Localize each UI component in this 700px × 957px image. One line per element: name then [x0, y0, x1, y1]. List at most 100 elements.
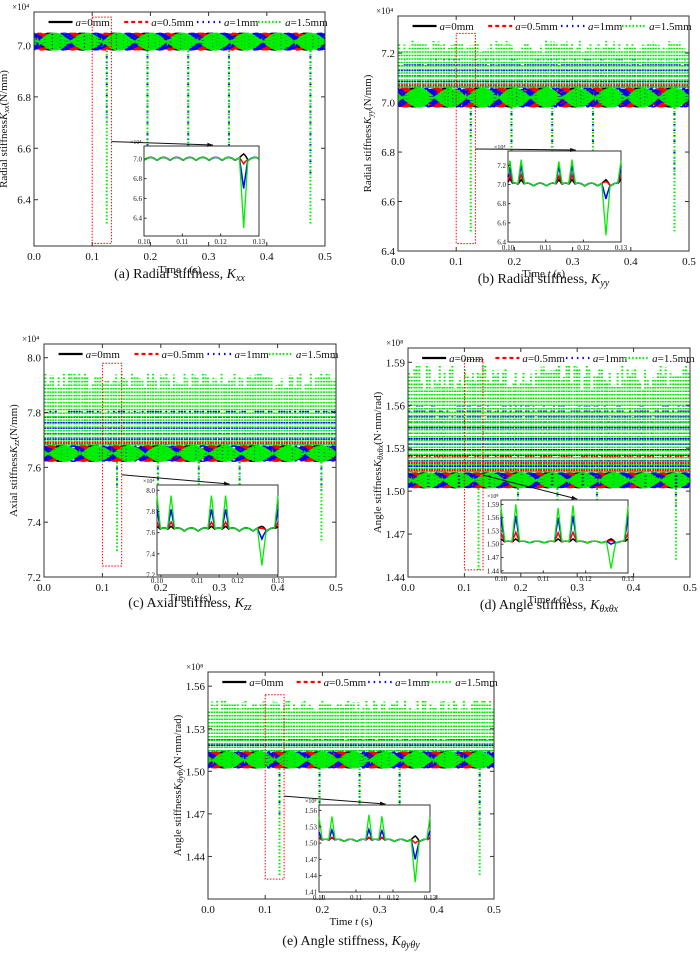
- legend-symbol: a: [151, 17, 157, 29]
- legend-label-a15: a=1.5mm: [285, 17, 328, 29]
- legend-symbol: a: [440, 21, 446, 33]
- x-tick-label: 0.0: [201, 904, 215, 916]
- legend-symbol: a: [652, 353, 658, 365]
- x-tick-label: 0.3: [566, 256, 580, 268]
- inset-series-a15: [318, 814, 431, 883]
- axes-frame: [397, 15, 690, 252]
- legend-value: =0mm: [445, 21, 474, 33]
- legend-symbol: a: [455, 677, 461, 689]
- y-tick-label: 7.8: [27, 408, 41, 420]
- x-tick-label: 0.5: [318, 251, 332, 263]
- x-axis-label: Time t (s): [522, 268, 565, 280]
- legend-symbol: a: [649, 21, 655, 33]
- legend-value: =1mm: [240, 349, 269, 361]
- inset-x-tick-label: 0.13: [272, 577, 285, 585]
- plot-area: [398, 40, 689, 234]
- inset-y-tick-label: 1.41: [305, 889, 318, 897]
- y-axis-label: Radial stiffnessKyy(N/mm): [362, 74, 375, 192]
- inset-y-tick-label: 7.6: [146, 529, 155, 537]
- x-tick-label: 0.0: [37, 582, 51, 594]
- inset-y-tick-label: 6.6: [497, 219, 506, 227]
- x-tick-label: 0.1: [258, 904, 272, 916]
- legend-value: =0.5mm: [157, 17, 195, 29]
- legend-symbol: a: [395, 677, 401, 689]
- x-tick-label: 0.3: [202, 251, 216, 263]
- inset-x-tick-label: 0.12: [577, 244, 590, 252]
- legend-value: =1.5mm: [291, 17, 329, 29]
- subplot-caption: (a) Radial stiffness, Kxx: [114, 267, 245, 284]
- y-tick-label: 7.0: [17, 40, 31, 52]
- legend-symbol: a: [224, 17, 230, 29]
- series-a15: [44, 371, 336, 553]
- y-tick-label: 1.50: [186, 766, 206, 778]
- x-tick-label: 0.1: [96, 582, 110, 594]
- legend-symbol: a: [588, 21, 594, 33]
- zoom-arrow: [475, 148, 576, 151]
- inset-x-tick-label: 0.12: [387, 894, 400, 902]
- y-tick-label: 1.53: [386, 443, 406, 455]
- subplot-caption: (b) Radial stiffness, Kyy: [478, 272, 610, 289]
- y-axis-label: Angle stiffnessKθyθy(N·mm/rad): [172, 714, 185, 856]
- inset-x-tick-label: 0.11: [537, 575, 549, 583]
- legend: a=0mm a=0.5mm a=1mm a=1.5mm: [412, 21, 692, 33]
- y-tick-label: 7.0: [381, 98, 395, 110]
- y-multiplier: ×10⁴: [22, 334, 39, 344]
- legend-label-a1: a=1mm: [395, 677, 430, 689]
- zoom-arrow: [111, 141, 214, 146]
- inset-x-tick-label: 0.13: [622, 575, 635, 583]
- axes-frame: [43, 343, 337, 578]
- x-tick-label: 0.2: [144, 251, 158, 263]
- zoom-arrow: [284, 795, 386, 805]
- legend-symbol: a: [522, 353, 528, 365]
- inset-y-tick-label: 1.50: [305, 840, 318, 848]
- x-tick-label: 0.2: [508, 256, 522, 268]
- inset-d: 0.10 0.11 0.12 0.13 1.44 1.47 1.50 1.53 1.56 1.59…: [487, 494, 635, 583]
- y-tick-label: 7.4: [27, 517, 41, 529]
- legend-value: =0.5mm: [329, 677, 367, 689]
- inset-y-tick-label: 1.59: [487, 501, 500, 509]
- legend-value: =0mm: [81, 17, 110, 29]
- zoom-arrow-head: [379, 801, 386, 806]
- legend-label-a05: a=0.5mm: [151, 17, 194, 29]
- inset-y-tick-label: 1.53: [305, 823, 318, 831]
- zoom-region-box: [264, 694, 285, 880]
- legend-value: =1.5mm: [658, 353, 696, 365]
- inset-y-tick-label: 1.44: [487, 567, 500, 575]
- inset-frame: [156, 484, 279, 576]
- legend-value: =1mm: [401, 677, 430, 689]
- legend: a=0mm a=0.5mm a=1mm a=1.5mm: [58, 349, 339, 361]
- inset-y-tick-label: 1.47: [487, 554, 500, 562]
- legend-label-a0: a=0mm: [86, 349, 121, 361]
- x-tick-label: 0.0: [27, 251, 41, 263]
- x-tick-label: 0.5: [487, 904, 501, 916]
- x-axis-label: Time t (s): [330, 916, 373, 928]
- legend-label-a0: a=0mm: [249, 677, 284, 689]
- inset-y-tick-label: 1.47: [305, 856, 318, 864]
- x-tick-label: 0.4: [430, 904, 444, 916]
- plot-area: [408, 363, 690, 570]
- x-tick-label: 0.1: [458, 582, 472, 594]
- x-tick-label: 0.2: [154, 582, 168, 594]
- x-tick-label: 0.3: [212, 582, 226, 594]
- y-multiplier: ×10⁸: [186, 662, 203, 672]
- inset-y-tick-label: 7.2: [497, 162, 506, 170]
- inset-a: 0.10 0.11 0.12 0.13 6.4 6.6 6.8 7.0 ×10⁴: [130, 140, 266, 246]
- legend-symbol: a: [76, 17, 82, 29]
- axes-frame: [207, 671, 495, 900]
- y-tick-label: 1.44: [186, 851, 206, 863]
- inset-b: 0.10 0.11 0.12 0.13 6.4 6.6 6.8 7.0 7.2 ×10⁴: [494, 145, 628, 252]
- x-tick-label: 0.1: [449, 256, 463, 268]
- legend: a=0mm a=0.5mm a=1mm a=1.5mm: [48, 17, 328, 29]
- legend-label-a1: a=1mm: [588, 21, 623, 33]
- legend-label-a05: a=0.5mm: [522, 353, 565, 365]
- inset-x-tick-label: 0.13: [424, 894, 437, 902]
- legend-symbol: a: [296, 349, 302, 361]
- legend-label-a15: a=1.5mm: [649, 21, 692, 33]
- inset-x-tick-label: 0.10: [151, 577, 164, 585]
- inset-y-tick-label: 7.4: [146, 550, 155, 558]
- y-multiplier: ×10⁴: [12, 2, 29, 12]
- zoom-arrow-head: [223, 481, 230, 486]
- legend-value: =1.5mm: [461, 677, 499, 689]
